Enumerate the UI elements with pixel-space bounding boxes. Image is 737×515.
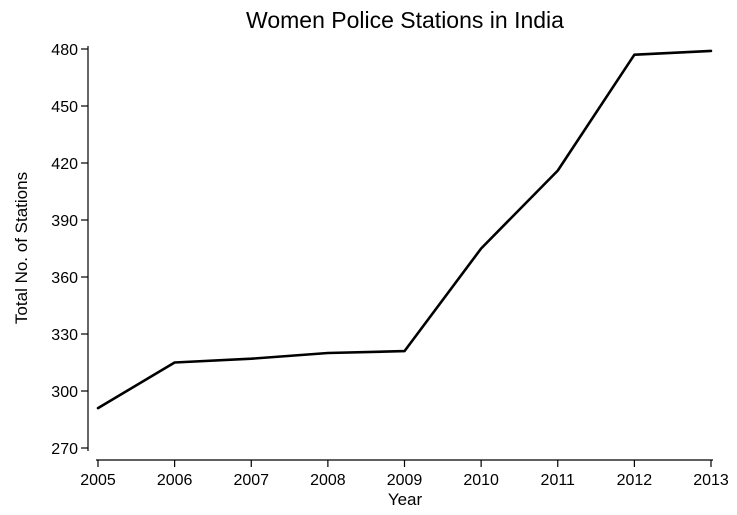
x-tick-label: 2012 xyxy=(617,472,653,489)
plot-area xyxy=(96,49,713,410)
series-line xyxy=(96,49,713,410)
y-tick-label: 450 xyxy=(51,99,78,116)
x-tick-label: 2005 xyxy=(80,472,116,489)
y-tick-label: 270 xyxy=(51,441,78,458)
x-tick-label: 2010 xyxy=(463,472,499,489)
y-tick-label: 480 xyxy=(51,42,78,59)
y-tick-label: 360 xyxy=(51,270,78,287)
y-tick-label: 420 xyxy=(51,156,78,173)
x-axis-label: Year xyxy=(388,490,423,509)
chart-title: Women Police Stations in India xyxy=(246,7,564,33)
x-tick-label: 2007 xyxy=(233,472,269,489)
y-tick-label: 300 xyxy=(51,384,78,401)
x-tick-label: 2009 xyxy=(387,472,423,489)
x-tick-label: 2013 xyxy=(693,472,729,489)
y-tick-label: 390 xyxy=(51,213,78,230)
y-tick-label: 330 xyxy=(51,327,78,344)
x-tick-label: 2008 xyxy=(310,472,346,489)
x-tick-label: 2011 xyxy=(541,472,576,489)
axes: 270 300 330 360 390 420 450 480 2005 2006 2007 2008… xyxy=(51,42,729,489)
x-tick-label: 2006 xyxy=(157,472,193,489)
y-axis-label: Total No. of Stations xyxy=(12,172,31,324)
